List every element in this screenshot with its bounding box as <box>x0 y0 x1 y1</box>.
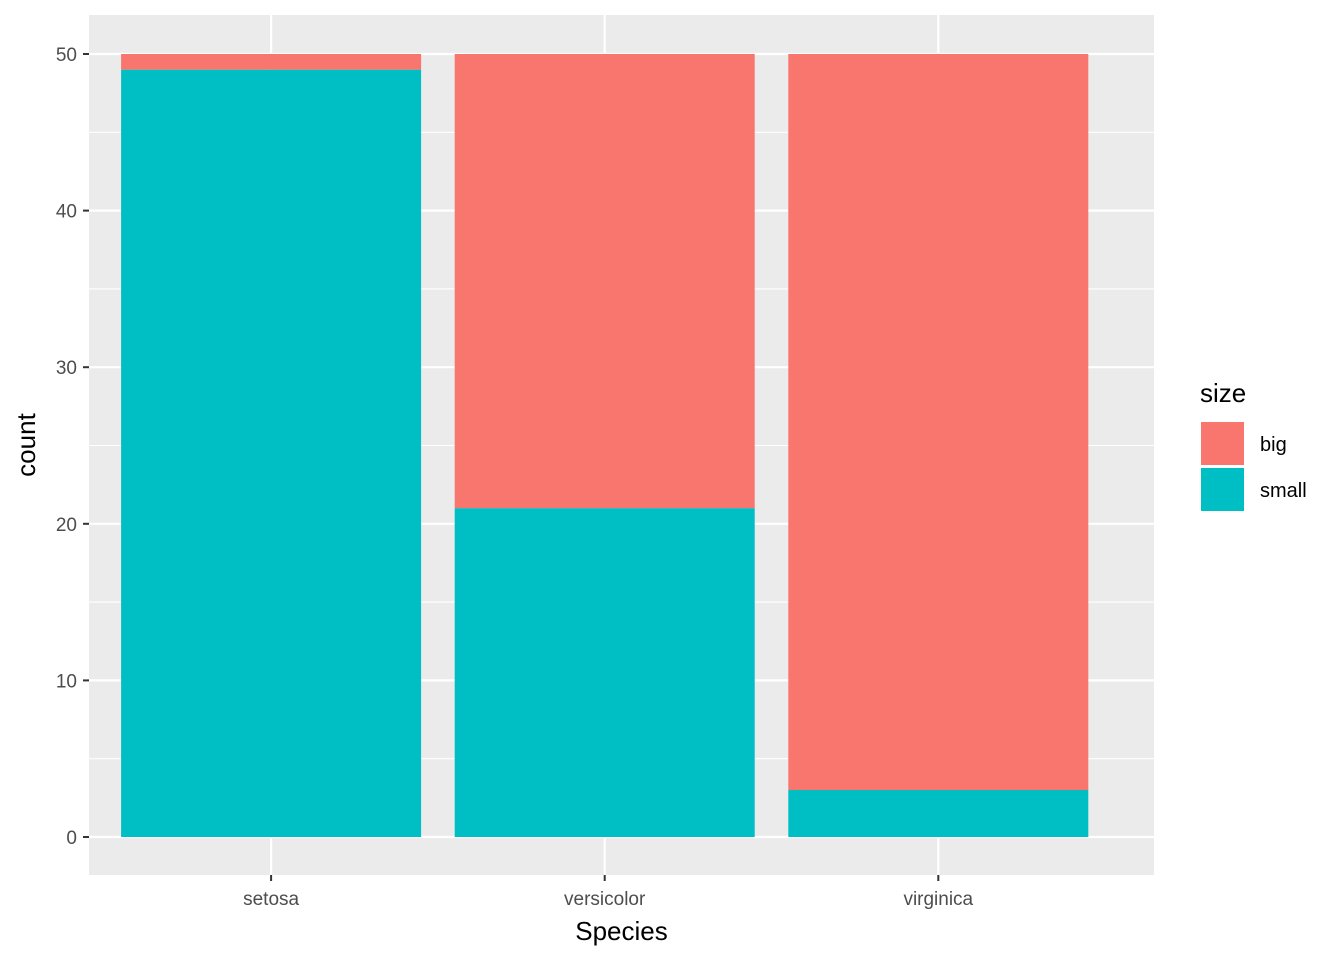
y-tick-label: 30 <box>56 358 77 379</box>
legend-key-big <box>1201 422 1244 465</box>
y-axis: 0 10 20 30 40 50 <box>56 45 89 849</box>
legend-key-small <box>1201 468 1244 511</box>
legend-label-big: big <box>1260 434 1287 456</box>
x-axis: setosa versicolor virginica <box>243 875 974 910</box>
bar-setosa-big <box>121 54 422 70</box>
x-tick-label: virginica <box>903 889 973 910</box>
x-tick-label: versicolor <box>564 889 646 910</box>
legend-title: size <box>1200 378 1246 408</box>
x-tick-label: setosa <box>243 889 299 910</box>
bar-versicolor-small <box>454 508 755 837</box>
bars <box>121 54 1089 837</box>
bar-virginica-big <box>788 54 1089 791</box>
y-tick-label: 0 <box>66 828 77 849</box>
legend: size big small <box>1200 378 1307 511</box>
legend-label-small: small <box>1260 480 1307 502</box>
y-tick-label: 20 <box>56 515 77 536</box>
bar-setosa-small <box>121 69 422 837</box>
y-tick-label: 40 <box>56 202 77 223</box>
y-axis-title: count <box>11 412 41 476</box>
y-tick-label: 50 <box>56 45 77 66</box>
bar-versicolor-big <box>454 54 755 509</box>
bar-virginica-small <box>788 790 1089 837</box>
y-tick-label: 10 <box>56 671 77 692</box>
x-axis-title: Species <box>575 916 668 946</box>
